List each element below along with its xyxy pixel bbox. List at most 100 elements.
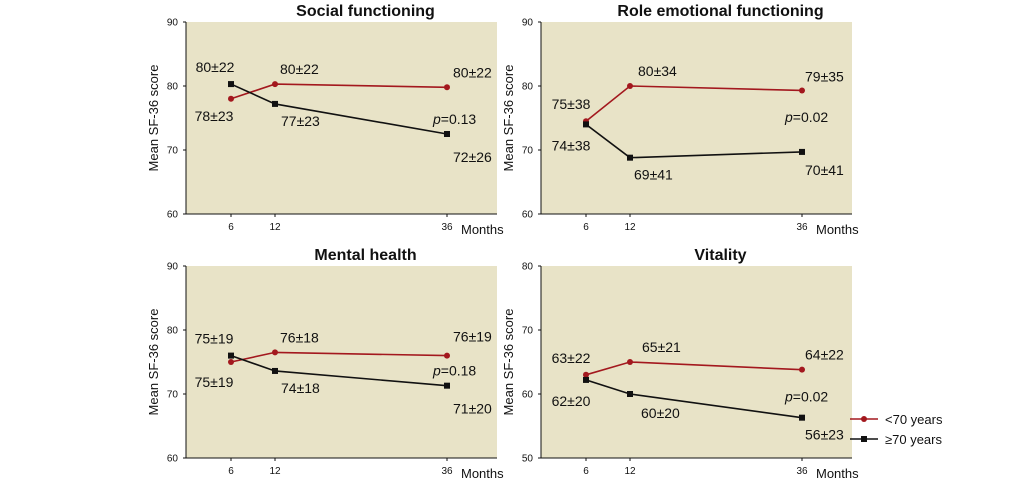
x-tick-label: 12 bbox=[624, 222, 636, 233]
y-tick-label: 80 bbox=[167, 326, 179, 337]
data-label: 65±21 bbox=[642, 339, 681, 355]
data-label: 60±20 bbox=[641, 405, 680, 421]
y-tick-label: 60 bbox=[167, 210, 179, 221]
plot-background bbox=[186, 266, 497, 458]
legend-label-under70: <70 years bbox=[885, 412, 943, 427]
data-label: 75±19 bbox=[195, 374, 234, 390]
legend-marker-over70 bbox=[861, 436, 867, 442]
legend-item-under70: <70 years bbox=[850, 412, 943, 427]
data-point-over70 bbox=[627, 154, 633, 161]
chart-title: Role emotional functioning bbox=[617, 3, 823, 20]
x-tick-label: 6 bbox=[583, 466, 589, 477]
data-point-under70 bbox=[272, 349, 278, 356]
p-value-label: p=0.13 bbox=[432, 111, 476, 127]
data-label: 74±18 bbox=[281, 380, 320, 396]
data-point-over70 bbox=[799, 414, 805, 421]
x-tick-label: 6 bbox=[228, 466, 234, 477]
chart-title: Vitality bbox=[694, 247, 746, 264]
y-tick-label: 80 bbox=[522, 262, 534, 273]
plot-background bbox=[541, 22, 852, 214]
data-label: 69±41 bbox=[634, 167, 673, 183]
data-point-under70 bbox=[272, 81, 278, 88]
x-axis-label: Months bbox=[461, 466, 504, 481]
data-point-under70 bbox=[627, 83, 633, 89]
y-tick-label: 70 bbox=[522, 146, 534, 157]
y-tick-label: 90 bbox=[522, 18, 534, 29]
data-label: 75±19 bbox=[195, 331, 234, 347]
data-point-under70 bbox=[799, 366, 805, 373]
data-point-over70 bbox=[583, 376, 589, 383]
data-label: 77±23 bbox=[281, 113, 320, 129]
chart-panel-2: Role emotional functioning Mean SF-36 sco… bbox=[501, 3, 859, 237]
legend-marker-under70 bbox=[861, 416, 867, 422]
x-axis-label: Months bbox=[816, 466, 859, 481]
data-label: 72±26 bbox=[453, 149, 492, 165]
data-point-under70 bbox=[228, 95, 234, 102]
p-value-label: p=0.18 bbox=[432, 363, 476, 379]
data-point-over70 bbox=[444, 131, 450, 137]
y-tick-label: 70 bbox=[167, 146, 179, 157]
plot-background bbox=[541, 266, 852, 458]
x-tick-label: 36 bbox=[796, 222, 808, 233]
data-label: 71±20 bbox=[453, 401, 492, 417]
data-point-over70 bbox=[444, 382, 450, 389]
data-point-over70 bbox=[228, 352, 234, 359]
data-label: 56±23 bbox=[805, 427, 844, 443]
x-axis-label: Months bbox=[816, 222, 859, 237]
x-tick-label: 6 bbox=[583, 222, 589, 233]
data-point-under70 bbox=[627, 359, 633, 365]
y-tick-label: 70 bbox=[522, 326, 534, 337]
x-tick-label: 36 bbox=[441, 222, 453, 233]
data-label: 79±35 bbox=[805, 68, 844, 84]
chart-panel-4: Vitality Mean SF-36 score 50 60 70 80 6 12 36 Mon… bbox=[501, 247, 859, 481]
x-tick-label: 12 bbox=[269, 222, 281, 233]
data-label: 80±34 bbox=[638, 63, 677, 79]
y-tick-label: 50 bbox=[522, 454, 534, 465]
x-tick-label: 36 bbox=[441, 466, 453, 477]
y-tick-label: 60 bbox=[522, 210, 534, 221]
y-tick-label: 70 bbox=[167, 390, 179, 401]
data-point-over70 bbox=[228, 81, 234, 88]
data-label: 70±41 bbox=[805, 162, 844, 178]
plot-background bbox=[186, 22, 497, 214]
data-label: 78±23 bbox=[195, 108, 234, 124]
y-tick-label: 80 bbox=[167, 82, 179, 93]
data-label: 80±22 bbox=[453, 64, 492, 80]
y-tick-label: 60 bbox=[167, 454, 179, 465]
x-tick-label: 6 bbox=[228, 222, 234, 233]
y-tick-label: 90 bbox=[167, 262, 179, 273]
data-point-under70 bbox=[444, 352, 450, 359]
x-tick-label: 12 bbox=[624, 466, 636, 477]
data-label: 75±38 bbox=[552, 96, 591, 112]
legend-label-over70: ≥70 years bbox=[885, 432, 942, 447]
y-tick-label: 90 bbox=[167, 18, 179, 29]
legend: <70 years ≥70 years bbox=[850, 412, 943, 447]
p-value-label: p=0.02 bbox=[784, 109, 828, 125]
data-label: 74±38 bbox=[552, 137, 591, 153]
data-label: 80±22 bbox=[280, 61, 319, 77]
x-axis-label: Months bbox=[461, 222, 504, 237]
data-label: 76±19 bbox=[453, 329, 492, 345]
x-tick-label: 36 bbox=[796, 466, 808, 477]
chart-title: Social functioning bbox=[296, 3, 435, 20]
data-label: 62±20 bbox=[552, 393, 591, 409]
y-axis-label: Mean SF-36 score bbox=[501, 65, 516, 172]
y-tick-label: 60 bbox=[522, 390, 534, 401]
y-axis-label: Mean SF-36 score bbox=[146, 309, 161, 416]
legend-item-over70: ≥70 years bbox=[850, 432, 942, 447]
y-axis-label: Mean SF-36 score bbox=[501, 309, 516, 416]
x-tick-label: 12 bbox=[269, 466, 281, 477]
data-point-over70 bbox=[583, 121, 589, 128]
data-label: 64±22 bbox=[805, 347, 844, 363]
data-label: 76±18 bbox=[280, 329, 319, 345]
chart-panel-3: Mental health Mean SF-36 score 60 70 80 90 6 12… bbox=[146, 247, 504, 481]
chart-panel-1: Social functioning Mean SF-36 score 60 70 80… bbox=[146, 3, 504, 237]
data-label: 80±22 bbox=[196, 59, 235, 75]
data-point-under70 bbox=[799, 87, 805, 94]
data-point-under70 bbox=[444, 84, 450, 91]
chart-panels: Social functioning Mean SF-36 score 60 70 80… bbox=[146, 3, 859, 481]
data-point-over70 bbox=[627, 391, 633, 397]
data-point-over70 bbox=[799, 148, 805, 155]
data-point-over70 bbox=[272, 100, 278, 107]
